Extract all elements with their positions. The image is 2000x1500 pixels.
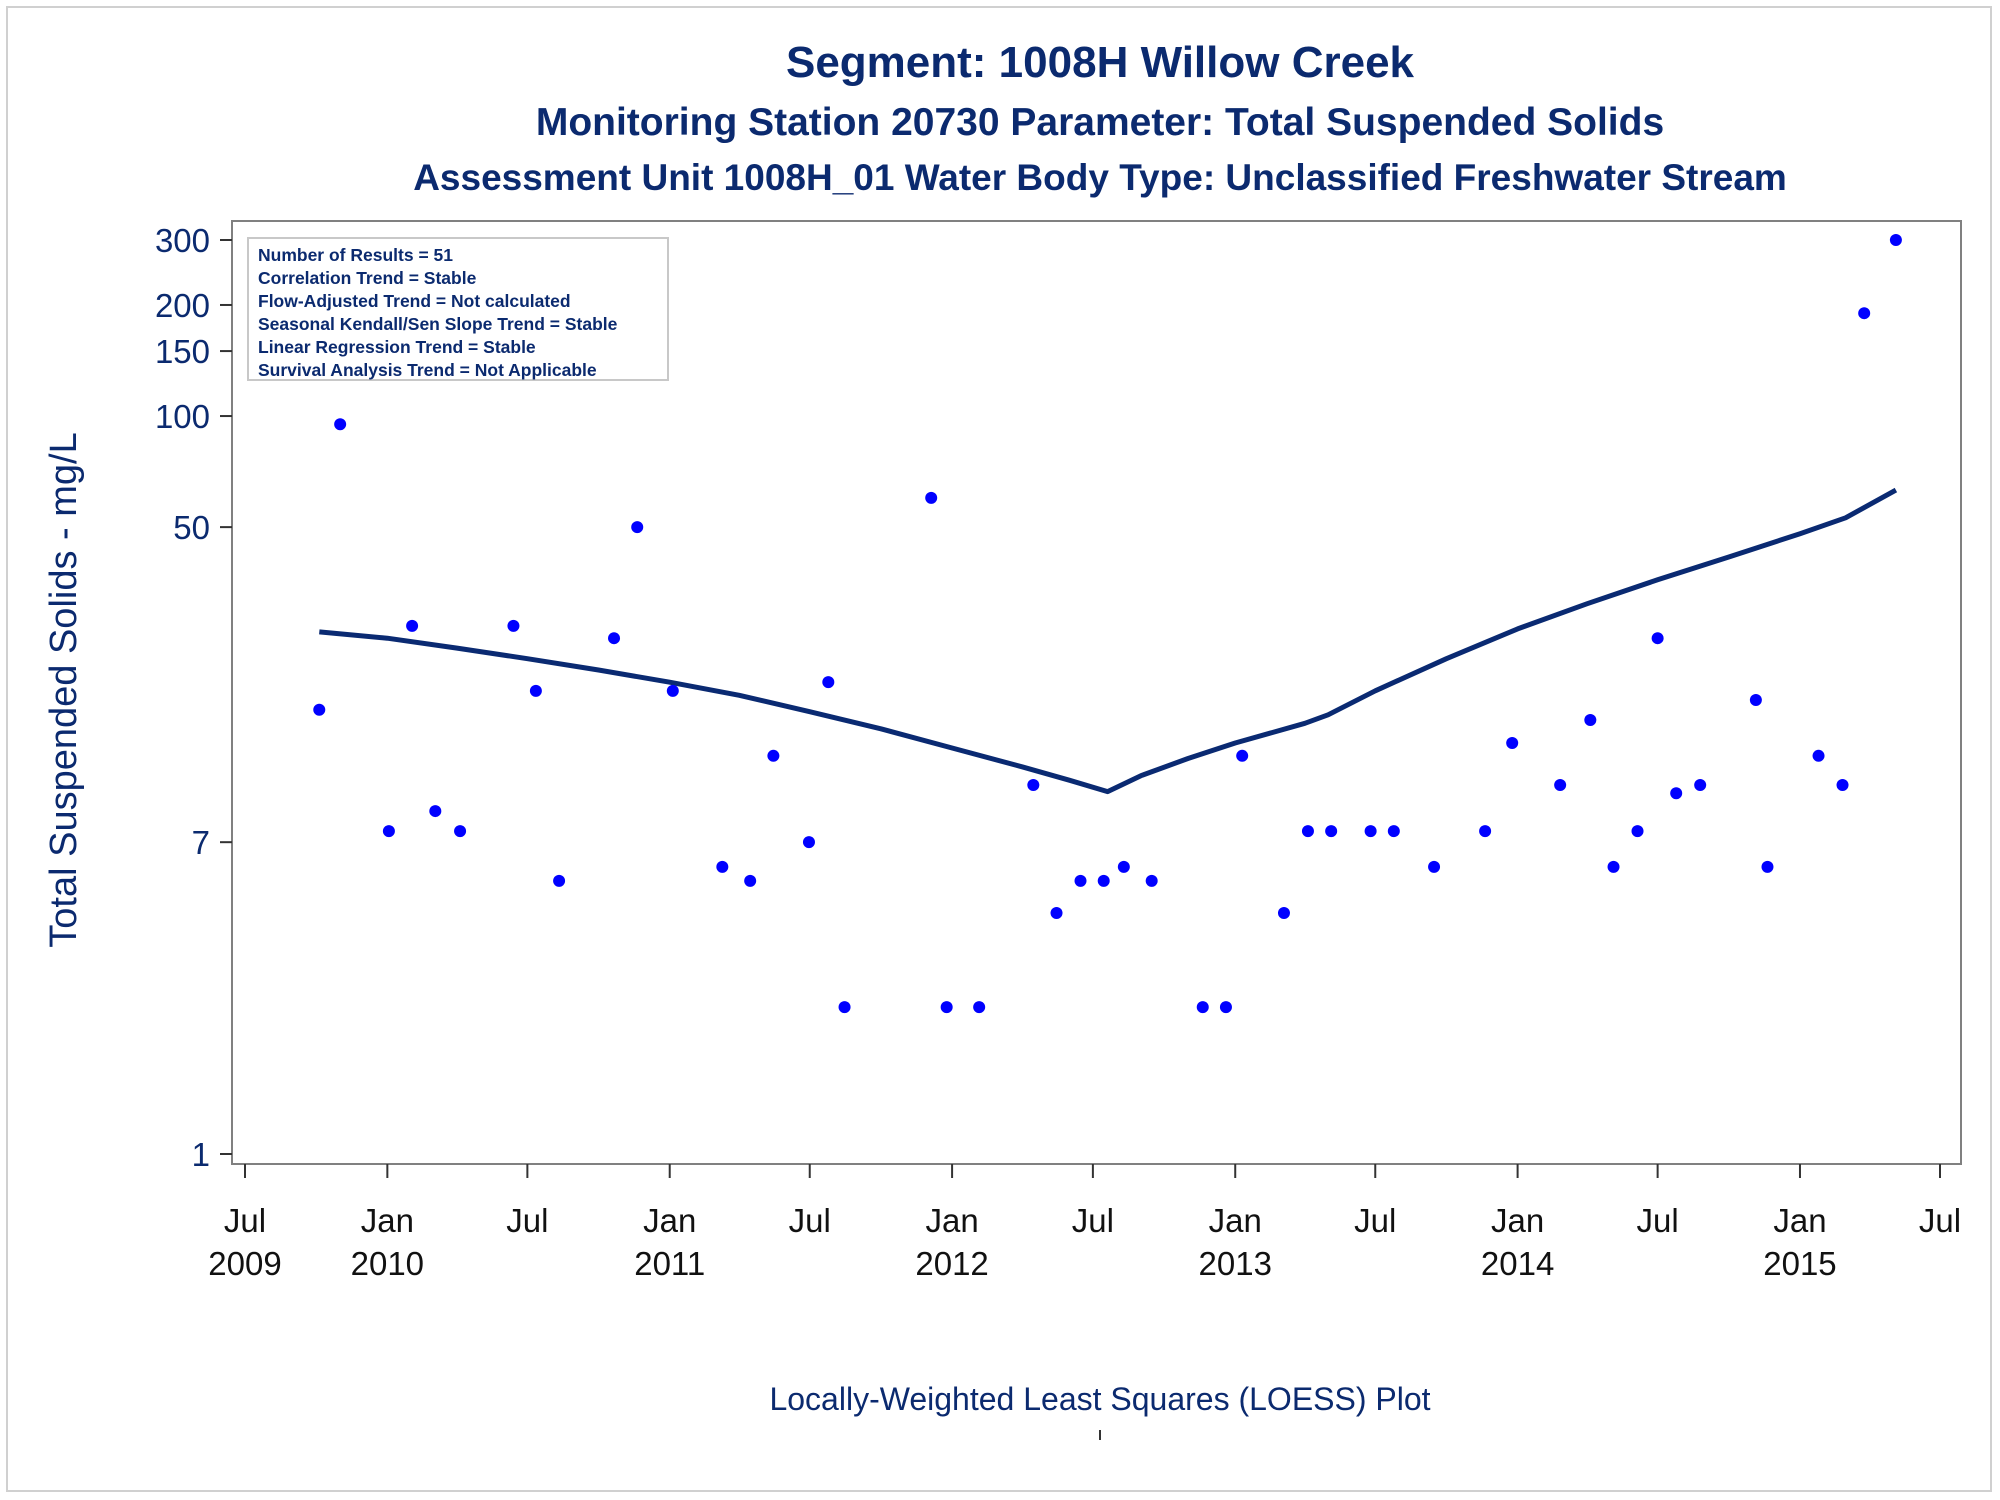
x-tick-label: Jan [643, 1202, 696, 1239]
x-tick-year-label: 2012 [915, 1245, 988, 1282]
data-point [1145, 874, 1158, 887]
y-tick-label: 100 [155, 398, 210, 435]
x-tick-label: Jan [925, 1202, 978, 1239]
data-point [802, 836, 815, 849]
x-tick-year-label: 2011 [634, 1245, 705, 1282]
y-tick-label: 50 [173, 509, 210, 546]
data-point [666, 684, 679, 697]
data-point [631, 521, 644, 534]
data-point [1889, 234, 1902, 246]
data-point [925, 491, 938, 504]
data-point [1670, 787, 1683, 800]
data-point [1836, 779, 1849, 792]
x-tick-year-label: 2010 [351, 1245, 424, 1282]
data-point [1631, 825, 1644, 838]
x-tick-label: Jan [361, 1202, 414, 1239]
data-point [313, 703, 326, 716]
chart-subtitle-station: Monitoring Station 20730 Parameter: Tota… [535, 101, 1665, 144]
data-point [1325, 825, 1338, 838]
data-point [1858, 307, 1871, 320]
data-point [1651, 632, 1664, 645]
data-point [454, 825, 467, 838]
trend-info-line: Seasonal Kendall/Sen Slope Trend = Stabl… [258, 314, 618, 334]
data-point [406, 619, 419, 632]
x-tick-label: Jul [789, 1202, 831, 1239]
data-point [838, 1001, 851, 1014]
chart-title: Segment: 1008H Willow Creek [785, 38, 1415, 87]
chart-subtitle-assessment: Assessment Unit 1008H_01 Water Body Type… [413, 157, 1787, 198]
x-tick-year-label: 2009 [208, 1245, 281, 1282]
data-point [507, 619, 520, 632]
data-point [716, 860, 729, 873]
data-point [1479, 825, 1492, 838]
x-tick-year-label: 2013 [1199, 1245, 1272, 1282]
figure-frame [6, 6, 1992, 1492]
chart-footer: Locally-Weighted Least Squares (LOESS) P… [769, 1381, 1431, 1417]
y-tick-label: 1 [192, 1136, 210, 1173]
x-tick-label: Jul [1072, 1202, 1114, 1239]
y-tick-label: 300 [155, 222, 210, 259]
data-point [1506, 736, 1519, 749]
data-point [1027, 779, 1040, 792]
trend-info-line: Number of Results = 51 [258, 245, 453, 265]
x-tick-label: Jul [1919, 1202, 1961, 1239]
data-point [382, 825, 395, 838]
y-tick-label: 200 [155, 287, 210, 324]
footer-mark [1099, 1430, 1101, 1440]
data-point [1554, 779, 1567, 792]
y-axis-label: Total Suspended Solids - mg/L [43, 432, 85, 947]
data-point [1097, 874, 1110, 887]
trend-info-line: Correlation Trend = Stable [258, 268, 477, 288]
x-tick-label: Jan [1209, 1202, 1262, 1239]
data-point [1694, 779, 1707, 792]
data-point [529, 684, 542, 697]
x-tick-label: Jul [224, 1202, 266, 1239]
y-tick-label: 150 [155, 333, 210, 370]
data-point [1277, 906, 1290, 919]
trend-info-line: Flow-Adjusted Trend = Not calculated [258, 291, 571, 311]
data-point [973, 1001, 986, 1014]
data-point [1607, 860, 1620, 873]
data-point [1196, 1001, 1209, 1014]
trend-info-line: Linear Regression Trend = Stable [258, 337, 536, 357]
plot-area-frame [231, 220, 1962, 1165]
data-point [1074, 874, 1087, 887]
data-point [1117, 860, 1130, 873]
trend-info-line: Survival Analysis Trend = Not Applicable [258, 360, 597, 380]
data-point [940, 1001, 953, 1014]
y-tick-label: 7 [192, 824, 210, 861]
x-tick-label: Jul [1637, 1202, 1679, 1239]
data-point [1387, 825, 1400, 838]
x-tick-year-label: 2014 [1481, 1245, 1554, 1282]
data-point [608, 632, 621, 645]
data-point [1584, 714, 1597, 727]
data-point [1761, 860, 1774, 873]
data-point [1428, 860, 1441, 873]
loess-trend-line [319, 487, 1898, 795]
data-point [429, 805, 442, 818]
x-tick-year-label: 2015 [1763, 1245, 1836, 1282]
x-tick-label: Jul [1354, 1202, 1396, 1239]
data-point [334, 418, 347, 431]
x-tick-label: Jan [1491, 1202, 1544, 1239]
data-point [1749, 693, 1762, 706]
x-tick-label: Jul [506, 1202, 548, 1239]
data-point [822, 676, 835, 689]
data-point [1301, 825, 1314, 838]
data-point [553, 874, 566, 887]
data-point [767, 749, 780, 762]
data-point [1812, 749, 1825, 762]
data-point [1050, 906, 1063, 919]
data-point [1219, 1001, 1232, 1014]
data-point [1364, 825, 1377, 838]
trend-info-box [247, 237, 669, 381]
x-tick-label: Jan [1773, 1202, 1826, 1239]
data-point [744, 874, 757, 887]
data-point [1236, 749, 1249, 762]
